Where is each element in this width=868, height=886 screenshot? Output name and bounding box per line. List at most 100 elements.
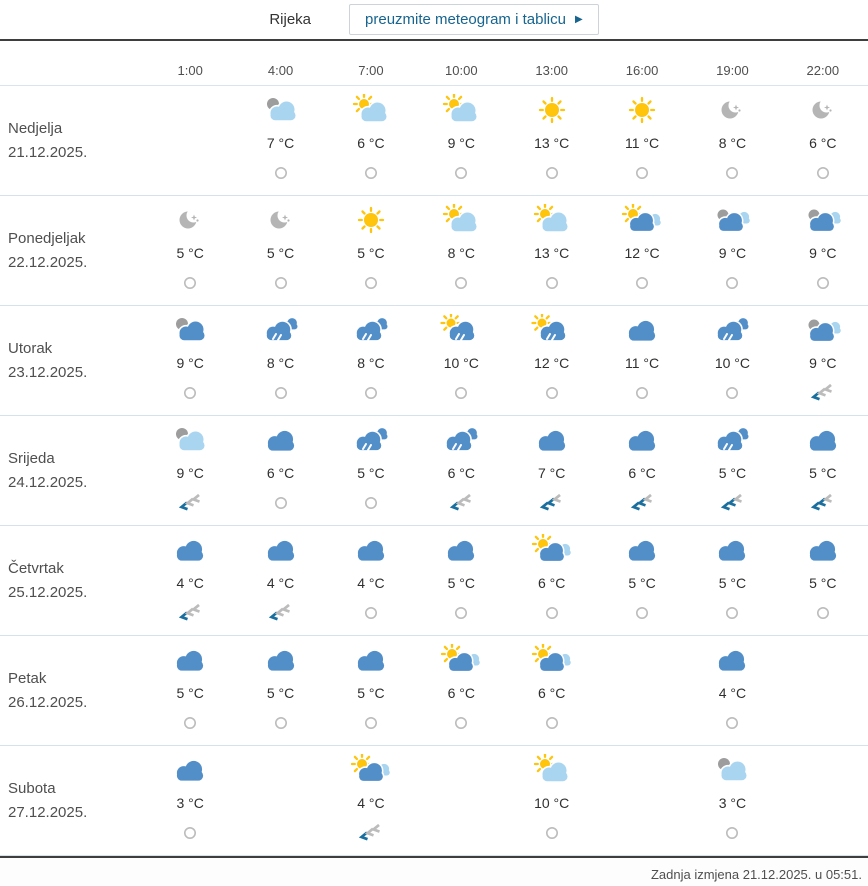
day-row: Ponedjeljak 22.12.2025. 5 °C 5 °C 5 °C 8 °C 13… bbox=[0, 196, 868, 306]
forecast-cell: 8 °C bbox=[235, 306, 325, 415]
day-date: 24.12.2025. bbox=[8, 474, 88, 491]
day-name: Utorak bbox=[8, 340, 53, 357]
temperature: 6 °C bbox=[537, 575, 566, 591]
forecast-cell: 8 °C bbox=[416, 196, 506, 305]
calm-circle-icon bbox=[724, 163, 740, 183]
calm-circle-icon bbox=[634, 273, 650, 293]
temperature: 6 °C bbox=[809, 135, 837, 151]
calm-circle-icon bbox=[363, 713, 379, 733]
temperature: 6 °C bbox=[447, 465, 475, 481]
wind-strength-icon bbox=[267, 603, 294, 623]
temperature: 9 °C bbox=[809, 245, 837, 261]
cloud-icon bbox=[801, 534, 845, 568]
forecast-cell: 5 °C bbox=[416, 526, 506, 635]
calm-circle-icon bbox=[815, 603, 831, 623]
time-label: 4:00 bbox=[267, 63, 294, 78]
temperature: 5 °C bbox=[718, 465, 747, 481]
day-row: Subota 27.12.2025. 3 °C 4 °C 10 °C 3 °C bbox=[0, 746, 868, 856]
sun-bluecloud-icon bbox=[620, 204, 664, 238]
forecast-cell: 4 °C bbox=[326, 746, 416, 855]
forecast-cell: 12 °C bbox=[507, 306, 597, 415]
moon-icon bbox=[168, 204, 212, 238]
calm-circle-icon bbox=[544, 163, 560, 183]
rain-icon bbox=[710, 314, 754, 348]
cloud-icon bbox=[801, 424, 845, 458]
cloud-icon bbox=[620, 424, 664, 458]
day-label: Utorak 23.12.2025. bbox=[0, 306, 145, 415]
forecast-cell: 5 °C bbox=[778, 526, 868, 635]
forecast-cell: 10 °C bbox=[687, 306, 777, 415]
forecast-cell: 9 °C bbox=[145, 416, 235, 525]
forecast-cell: 5 °C bbox=[687, 526, 777, 635]
forecast-cell: 11 °C bbox=[597, 306, 687, 415]
day-row: Utorak 23.12.2025. 9 °C 8 °C 8 °C 10 °C 12 °C 1… bbox=[0, 306, 868, 416]
calm-circle-icon bbox=[273, 383, 289, 403]
footer: Zadnja izmjena 21.12.2025. u 05:51. bbox=[0, 856, 868, 885]
temperature: 6 °C bbox=[628, 465, 656, 481]
forecast-cell: 5 °C bbox=[597, 526, 687, 635]
temperature: 4 °C bbox=[718, 685, 747, 701]
gray-bluecloud-icon bbox=[168, 314, 212, 348]
wind-strength-icon bbox=[357, 823, 384, 843]
calm-circle-icon bbox=[182, 383, 198, 403]
day-row: Nedjelja 21.12.2025. 7 °C 6 °C 9 °C 13 °C 11 °… bbox=[0, 86, 868, 196]
temperature: 5 °C bbox=[809, 465, 837, 481]
calm-circle-icon bbox=[363, 383, 379, 403]
calm-circle-icon bbox=[544, 383, 560, 403]
calm-circle-icon bbox=[724, 273, 740, 293]
temperature: 12 °C bbox=[624, 245, 660, 261]
temperature: 8 °C bbox=[718, 135, 747, 151]
temperature: 10 °C bbox=[443, 355, 479, 371]
cloud-icon bbox=[168, 534, 212, 568]
temperature: 4 °C bbox=[266, 575, 295, 591]
forecast-cell: 3 °C bbox=[687, 746, 777, 855]
temperature: 9 °C bbox=[809, 355, 837, 371]
temperature: 5 °C bbox=[357, 245, 385, 261]
temperature: 9 °C bbox=[447, 135, 475, 151]
forecast-cell: 5 °C bbox=[687, 416, 777, 525]
temperature: 11 °C bbox=[624, 355, 660, 371]
forecast-cell: 6 °C bbox=[507, 636, 597, 745]
download-button-label: preuzmite meteogram i tablicu bbox=[365, 11, 566, 28]
calm-circle-icon bbox=[544, 273, 560, 293]
forecast-cell: 5 °C bbox=[778, 416, 868, 525]
temperature: 9 °C bbox=[176, 465, 204, 481]
forecast-cell: 6 °C bbox=[597, 416, 687, 525]
forecast-cell: 9 °C bbox=[778, 306, 868, 415]
calm-circle-icon bbox=[363, 273, 379, 293]
calm-circle-icon bbox=[815, 163, 831, 183]
cloud-icon bbox=[620, 534, 664, 568]
temperature: 5 °C bbox=[628, 575, 656, 591]
time-header-row: 1:00 4:00 7:00 10:00 13:00 16:00 19:00 22:00 bbox=[0, 41, 868, 86]
wind-strength-icon bbox=[448, 493, 475, 513]
sun-icon bbox=[349, 204, 393, 238]
temperature: 5 °C bbox=[447, 575, 475, 591]
cloudy-gray-blue-light-icon bbox=[710, 204, 754, 238]
cloud-icon bbox=[439, 534, 483, 568]
temperature: 6 °C bbox=[537, 685, 566, 701]
forecast-cell: 6 °C bbox=[326, 86, 416, 195]
forecast-cell: 5 °C bbox=[326, 196, 416, 305]
forecast-cell: 9 °C bbox=[416, 86, 506, 195]
temperature: 12 °C bbox=[534, 355, 570, 371]
forecast-cell: 11 °C bbox=[597, 86, 687, 195]
calm-circle-icon bbox=[634, 383, 650, 403]
forecast-cell bbox=[778, 636, 868, 745]
temperature: 5 °C bbox=[357, 685, 385, 701]
calm-circle-icon bbox=[453, 273, 469, 293]
time-label: 10:00 bbox=[445, 63, 478, 78]
time-label: 7:00 bbox=[358, 63, 384, 78]
cloud-icon bbox=[530, 424, 574, 458]
temperature: 8 °C bbox=[266, 355, 295, 371]
temperature: 7 °C bbox=[266, 135, 295, 151]
calm-circle-icon bbox=[453, 163, 469, 183]
forecast-cell: 10 °C bbox=[416, 306, 506, 415]
forecast-cell bbox=[597, 636, 687, 745]
forecast-cell: 6 °C bbox=[778, 86, 868, 195]
forecast-cell: 8 °C bbox=[687, 86, 777, 195]
download-meteogram-button[interactable]: preuzmite meteogram i tablicu ▶ bbox=[349, 4, 599, 35]
sun-icon bbox=[530, 94, 574, 128]
sun-rain-icon bbox=[530, 314, 574, 348]
forecast-cell: 12 °C bbox=[597, 196, 687, 305]
